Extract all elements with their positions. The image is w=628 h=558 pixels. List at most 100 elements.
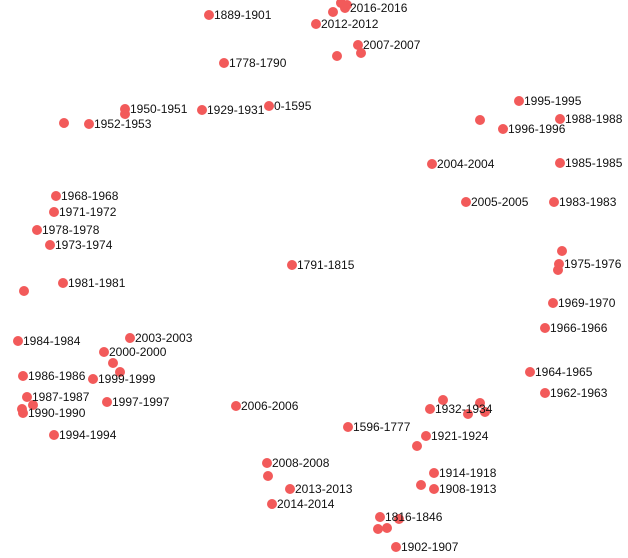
data-point [115, 367, 125, 377]
data-point [412, 441, 422, 451]
point-label: 1996-1996 [508, 122, 566, 136]
data-point [463, 409, 473, 419]
data-point [45, 240, 55, 250]
point-label: 2008-2008 [272, 456, 330, 470]
point-label: 1973-1974 [55, 238, 113, 252]
point-label: 1984-1984 [23, 334, 81, 348]
data-point [548, 298, 558, 308]
data-point [549, 197, 559, 207]
point-label: 1952-1953 [94, 117, 152, 131]
data-point [353, 40, 363, 50]
data-point [394, 514, 404, 524]
data-point [32, 225, 42, 235]
point-label: 1988-1988 [565, 112, 623, 126]
data-point [540, 323, 550, 333]
data-point [263, 471, 273, 481]
data-point [427, 159, 437, 169]
data-point [51, 191, 61, 201]
point-label: 1921-1924 [431, 429, 489, 443]
point-label: 1902-1907 [401, 540, 459, 554]
data-point [197, 105, 207, 115]
point-label: 2003-2003 [135, 331, 193, 345]
data-point [231, 401, 241, 411]
point-label: 1969-1970 [558, 296, 616, 310]
data-point [59, 118, 69, 128]
data-point [262, 458, 272, 468]
point-label: 2005-2005 [471, 195, 529, 209]
point-label: 1975-1976 [564, 257, 622, 271]
data-point [264, 101, 274, 111]
point-label: 1987-1987 [32, 390, 90, 404]
data-point [18, 371, 28, 381]
point-label: 1929-1931 [207, 103, 265, 117]
point-label: 1997-1997 [112, 395, 170, 409]
data-point [429, 484, 439, 494]
point-label: 1950-1951 [130, 102, 188, 116]
data-point [13, 336, 23, 346]
point-label: 1986-1986 [28, 369, 86, 383]
data-point [475, 115, 485, 125]
point-label: 2014-2014 [277, 497, 335, 511]
data-point [102, 397, 112, 407]
point-label: 0-1595 [274, 99, 312, 113]
point-label: 1964-1965 [535, 365, 593, 379]
data-point [438, 395, 448, 405]
data-point [342, 0, 352, 10]
point-label: 1995-1995 [524, 94, 582, 108]
data-point [553, 265, 563, 275]
data-point [525, 367, 535, 377]
point-label: 1968-1968 [61, 189, 119, 203]
data-point [49, 207, 59, 217]
point-label: 2000-2000 [109, 345, 167, 359]
point-label: 2013-2013 [295, 482, 353, 496]
data-point [267, 499, 277, 509]
point-label: 1983-1983 [559, 195, 617, 209]
data-point [18, 408, 28, 418]
data-point [343, 422, 353, 432]
point-label: 1994-1994 [59, 428, 117, 442]
points-layer [13, 0, 567, 552]
point-label: 1778-1790 [229, 56, 287, 70]
data-point [49, 430, 59, 440]
data-point [498, 124, 508, 134]
data-point [84, 119, 94, 129]
point-label: 1914-1918 [439, 466, 497, 480]
point-label: 2006-2006 [241, 399, 299, 413]
point-label: 1985-1985 [565, 156, 623, 170]
data-point [332, 51, 342, 61]
point-label: 1932-1934 [435, 402, 493, 416]
data-point [22, 392, 32, 402]
point-label: 1816-1846 [385, 510, 443, 524]
point-label: 2012-2012 [321, 17, 379, 31]
point-label: 1791-1815 [297, 258, 355, 272]
data-point [540, 388, 550, 398]
point-label: 1889-1901 [214, 8, 272, 22]
data-point [125, 333, 135, 343]
data-point [475, 398, 485, 408]
data-point [557, 246, 567, 256]
data-point [555, 114, 565, 124]
data-point [373, 524, 383, 534]
data-point [108, 358, 118, 368]
data-point [425, 404, 435, 414]
data-point [120, 109, 130, 119]
data-point [514, 96, 524, 106]
data-point [382, 523, 392, 533]
point-label: 1908-1913 [439, 482, 497, 496]
data-point [58, 278, 68, 288]
data-point [375, 512, 385, 522]
point-label: 2016-2016 [350, 1, 408, 15]
data-point [555, 158, 565, 168]
data-point [287, 260, 297, 270]
point-label: 1978-1978 [42, 223, 100, 237]
data-point [480, 407, 490, 417]
point-label: 1981-1981 [68, 276, 126, 290]
point-label: 1971-1972 [59, 205, 117, 219]
data-point [416, 480, 426, 490]
point-label: 1962-1963 [550, 386, 608, 400]
labels-layer: 1889-1901 2016-2016 2012-2012 2007-2007 1778… [23, 1, 623, 554]
data-point [311, 19, 321, 29]
point-label: 1999-1999 [98, 372, 156, 386]
data-point [461, 197, 471, 207]
